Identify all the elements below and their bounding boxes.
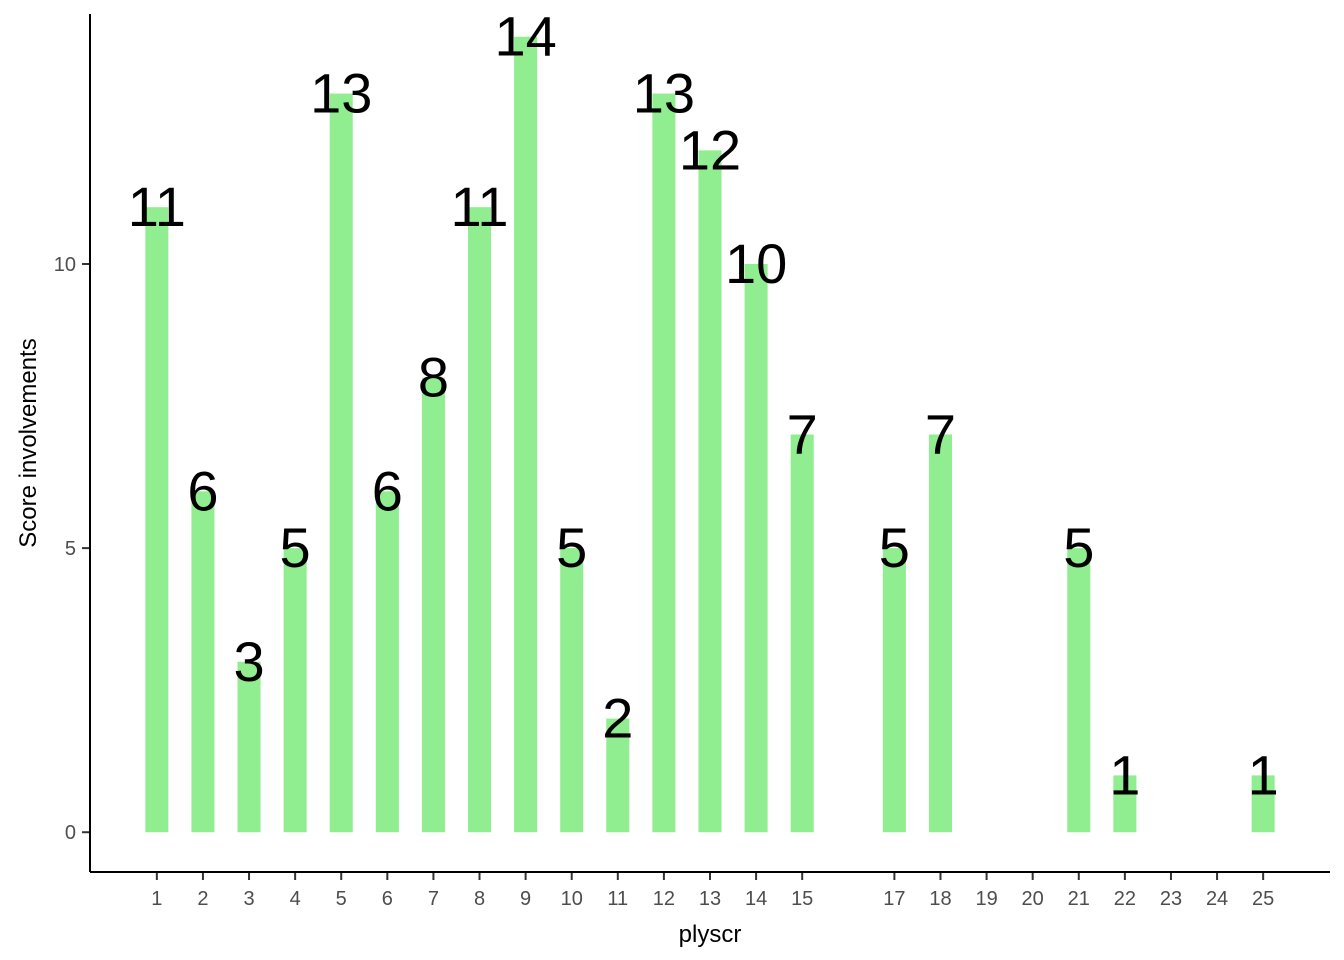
bar-5 <box>329 93 353 833</box>
data-label-2: 6 <box>187 459 218 522</box>
data-label-18: 7 <box>925 402 956 465</box>
y-axis-title: Score involvements <box>15 338 42 547</box>
x-tick-label-6: 6 <box>382 888 393 910</box>
data-label-1: 11 <box>128 175 186 238</box>
data-label-21: 5 <box>1063 516 1094 579</box>
x-axis-ticks: 1 2 3 4 5 6 7 8 9 10 11 12 13 14 15 17 18 19 20 21 22 23 24 25 <box>151 872 1274 910</box>
x-tick-label-14: 14 <box>745 888 767 910</box>
data-label-4: 5 <box>280 516 311 579</box>
x-tick-label-19: 19 <box>975 888 997 910</box>
x-axis-title: plyscr <box>679 921 742 948</box>
bar-17 <box>882 548 906 833</box>
data-label-5: 13 <box>310 62 372 125</box>
x-tick-label-10: 10 <box>561 888 583 910</box>
bar-4 <box>283 548 307 833</box>
bar-25 <box>1251 775 1275 833</box>
bar-7 <box>421 377 445 833</box>
x-tick-label-11: 11 <box>607 888 628 910</box>
bar-8 <box>467 207 492 833</box>
bar-18 <box>928 434 953 833</box>
bar-10 <box>560 548 584 833</box>
x-tick-label-15: 15 <box>791 888 813 910</box>
bar-1 <box>145 207 169 833</box>
bar-2 <box>191 491 215 833</box>
x-tick-label-9: 9 <box>520 888 531 910</box>
x-tick-label-2: 2 <box>197 888 208 910</box>
data-label-6: 6 <box>372 459 403 522</box>
bar-15 <box>790 434 814 833</box>
x-tick-label-5: 5 <box>336 888 347 910</box>
x-tick-label-20: 20 <box>1022 888 1044 910</box>
x-tick-label-18: 18 <box>929 888 951 910</box>
data-label-15: 7 <box>787 402 818 465</box>
data-label-14: 10 <box>725 232 787 295</box>
data-label-11: 2 <box>602 687 633 750</box>
y-tick-label-5: 5 <box>65 538 76 560</box>
data-label-17: 5 <box>879 516 910 579</box>
bar-21 <box>1067 548 1091 833</box>
bar-11 <box>606 718 630 833</box>
y-tick-label-10: 10 <box>54 254 76 276</box>
bar-22 <box>1113 775 1137 833</box>
bar-6 <box>375 491 399 833</box>
x-tick-label-13: 13 <box>699 888 721 910</box>
x-tick-label-3: 3 <box>243 888 254 910</box>
x-tick-label-8: 8 <box>474 888 485 910</box>
data-label-10: 5 <box>556 516 587 579</box>
bar-12 <box>652 93 676 833</box>
bar-14 <box>744 264 768 833</box>
data-label-7: 8 <box>418 346 449 409</box>
data-label-25: 1 <box>1248 743 1279 806</box>
y-axis-ticks: 0 5 10 <box>54 254 90 844</box>
x-tick-label-21: 21 <box>1068 888 1090 910</box>
data-label-3: 3 <box>233 630 264 693</box>
x-tick-label-1: 1 <box>151 888 162 910</box>
y-tick-label-0: 0 <box>65 822 76 844</box>
x-tick-label-22: 22 <box>1114 888 1136 910</box>
bar-13 <box>698 150 722 833</box>
x-tick-label-17: 17 <box>883 888 905 910</box>
data-label-8: 11 <box>450 175 508 238</box>
x-tick-label-24: 24 <box>1206 888 1228 910</box>
x-tick-label-23: 23 <box>1160 888 1182 910</box>
bars-group <box>145 36 1275 833</box>
x-tick-label-12: 12 <box>653 888 675 910</box>
x-tick-label-7: 7 <box>428 888 439 910</box>
x-tick-label-25: 25 <box>1252 888 1274 910</box>
data-label-13: 12 <box>679 118 741 181</box>
data-label-9: 14 <box>494 5 556 68</box>
bar-9 <box>514 36 538 833</box>
data-label-12: 13 <box>633 62 695 125</box>
data-label-22: 1 <box>1109 743 1140 806</box>
x-tick-label-4: 4 <box>290 888 301 910</box>
bar-3 <box>237 661 261 833</box>
